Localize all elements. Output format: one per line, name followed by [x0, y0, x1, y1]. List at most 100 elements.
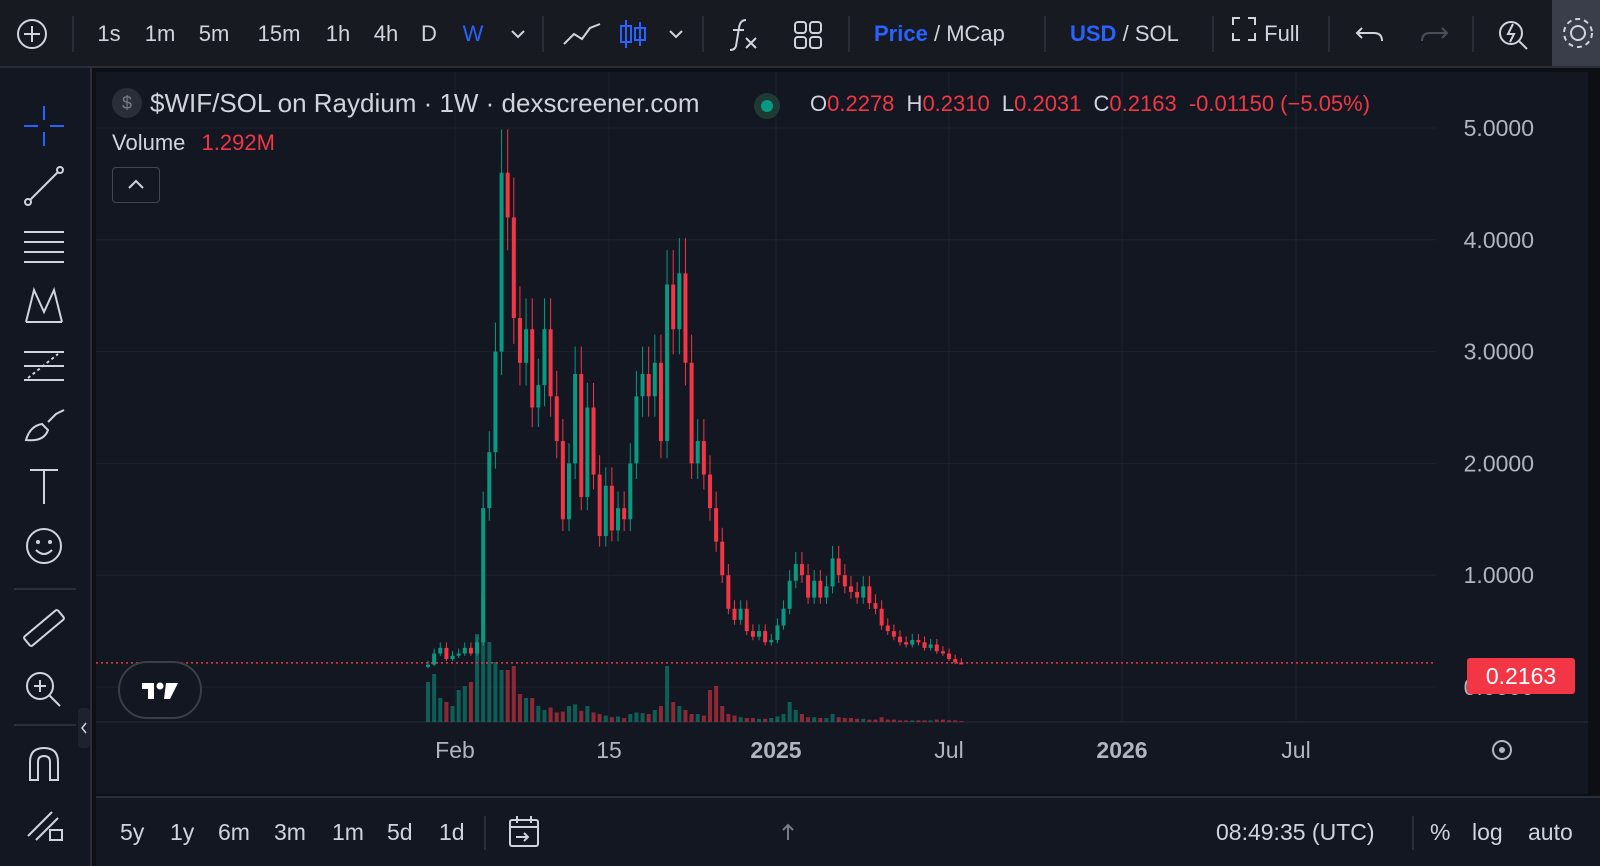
- horizontal-lines-icon[interactable]: [18, 222, 70, 270]
- candle-body: [658, 362, 663, 442]
- timeframe-1h[interactable]: 1h: [325, 21, 351, 46]
- toolbar-divider: [702, 16, 704, 52]
- close-value: 0.2163: [1109, 91, 1177, 116]
- sol-option[interactable]: SOL: [1134, 21, 1179, 46]
- timeframe-dropdown-chevron-icon[interactable]: [506, 14, 530, 54]
- candle-body: [646, 373, 651, 397]
- timeframe-4h[interactable]: 4h: [373, 21, 399, 46]
- toolbar-divider: [1328, 16, 1330, 52]
- indicators-fx-icon[interactable]: [724, 14, 760, 54]
- volume-bar: [603, 715, 608, 722]
- volume-bar: [830, 714, 835, 722]
- add-symbol-icon[interactable]: [12, 14, 52, 54]
- undo-icon[interactable]: [1352, 14, 1388, 54]
- dollar-coin-icon: $: [112, 88, 142, 118]
- fullscreen-button[interactable]: Full: [1230, 14, 1330, 54]
- candle-body: [517, 318, 522, 363]
- utc-clock[interactable]: 08:49:35 (UTC): [1216, 819, 1375, 845]
- candle-body: [462, 647, 467, 654]
- trend-line-icon[interactable]: [18, 162, 70, 210]
- candle-body: [812, 580, 817, 598]
- zoom-in-icon[interactable]: [18, 664, 70, 712]
- candle-body: [487, 452, 492, 509]
- candle-body: [640, 373, 645, 397]
- range-1m[interactable]: 1m: [332, 819, 364, 845]
- close-key: C: [1093, 91, 1110, 116]
- brush-icon[interactable]: [18, 402, 70, 450]
- candle-body: [818, 580, 823, 598]
- usd-option[interactable]: USD: [1070, 21, 1117, 46]
- currency-toggle[interactable]: USD / SOL: [1070, 14, 1200, 54]
- candle-body: [707, 474, 712, 509]
- toolbar-divider: [1212, 16, 1214, 52]
- price-chart-svg[interactable]: 5.00004.00003.00002.00001.00000.0000Feb1…: [96, 72, 1600, 794]
- candle-body: [468, 647, 473, 654]
- scroll-up-arrow-icon[interactable]: [780, 822, 796, 842]
- chart-pane[interactable]: 5.00004.00003.00002.00001.00000.0000Feb1…: [96, 72, 1600, 794]
- symbol-title[interactable]: $WIF/SOL on Raydium · 1W · dexscreener.c…: [150, 88, 700, 118]
- fib-retracement-icon[interactable]: [18, 342, 70, 390]
- timeframe-5m[interactable]: 5m: [198, 21, 230, 46]
- candles-chart-icon[interactable]: [616, 14, 650, 54]
- collapse-toolbar-handle[interactable]: [78, 708, 90, 748]
- toolbar-divider: [72, 16, 74, 52]
- volume-bar: [475, 634, 480, 722]
- quick-search-icon[interactable]: [1494, 14, 1534, 54]
- timeframe-d[interactable]: D: [421, 21, 437, 46]
- range-1d[interactable]: 1d: [439, 819, 465, 845]
- timeframe-1m[interactable]: 1m: [144, 21, 176, 46]
- range-3m[interactable]: 3m: [274, 819, 306, 845]
- candle-body: [444, 647, 449, 660]
- ohlc-legend: O0.2278 H0.2310 L0.2031 C0.2163 -0.01150…: [810, 86, 1370, 122]
- redo-icon[interactable]: [1416, 14, 1452, 54]
- candle-body: [738, 608, 743, 620]
- text-tool-icon[interactable]: [18, 462, 70, 510]
- magnet-icon[interactable]: [18, 740, 70, 788]
- timeframe-1s[interactable]: 1s: [97, 21, 121, 46]
- range-5d[interactable]: 5d: [387, 819, 413, 845]
- volume-bar: [579, 710, 584, 722]
- pattern-tool-icon[interactable]: [18, 282, 70, 330]
- price-change: -0.01150 (−5.05%): [1188, 91, 1371, 116]
- range-1y[interactable]: 1y: [170, 819, 195, 845]
- volume-bar: [511, 666, 516, 722]
- range-5y[interactable]: 5y: [120, 819, 145, 845]
- settings-gear-icon[interactable]: [1552, 0, 1600, 66]
- volume-bar: [566, 706, 571, 722]
- volume-bar: [867, 719, 872, 722]
- lock-drawings-icon[interactable]: [18, 798, 70, 846]
- timeframe-w[interactable]: W: [462, 21, 484, 46]
- auto-scale-toggle[interactable]: auto: [1528, 819, 1573, 845]
- candle-body: [597, 474, 602, 537]
- go-to-date-calendar-icon[interactable]: [506, 814, 546, 850]
- price-option[interactable]: Price: [874, 21, 928, 46]
- log-scale-toggle[interactable]: log: [1472, 819, 1503, 845]
- ruler-icon[interactable]: [18, 604, 70, 652]
- axis-settings-icon-center: [1499, 747, 1505, 753]
- chart-type-chevron-icon[interactable]: [664, 14, 688, 54]
- percent-scale-toggle[interactable]: %: [1430, 819, 1451, 845]
- volume-bar: [499, 670, 504, 722]
- tradingview-logo[interactable]: [118, 661, 202, 719]
- bottom-divider: [1412, 816, 1414, 850]
- crosshair-icon[interactable]: [18, 102, 70, 150]
- emoji-icon[interactable]: [18, 522, 70, 570]
- range-6m[interactable]: 6m: [218, 819, 250, 845]
- volume-bar: [426, 682, 430, 722]
- candle-body: [842, 575, 847, 587]
- toggle-slash: /: [933, 21, 941, 46]
- candle-body: [775, 625, 780, 641]
- candle-body: [634, 396, 639, 464]
- volume-bar: [481, 594, 486, 722]
- price-mcap-toggle[interactable]: Price / MCap: [874, 14, 1034, 54]
- low-key: L: [1001, 91, 1015, 116]
- collapse-legend-button[interactable]: [112, 167, 160, 203]
- line-chart-icon[interactable]: [560, 14, 604, 54]
- timeframe-15m[interactable]: 15m: [257, 21, 301, 46]
- layout-grid-icon[interactable]: [790, 14, 826, 54]
- volume-bar: [898, 720, 903, 722]
- volume-bar: [548, 707, 553, 722]
- mcap-option[interactable]: MCap: [946, 21, 1005, 46]
- candle-body: [732, 608, 737, 620]
- volume-bar: [848, 718, 853, 722]
